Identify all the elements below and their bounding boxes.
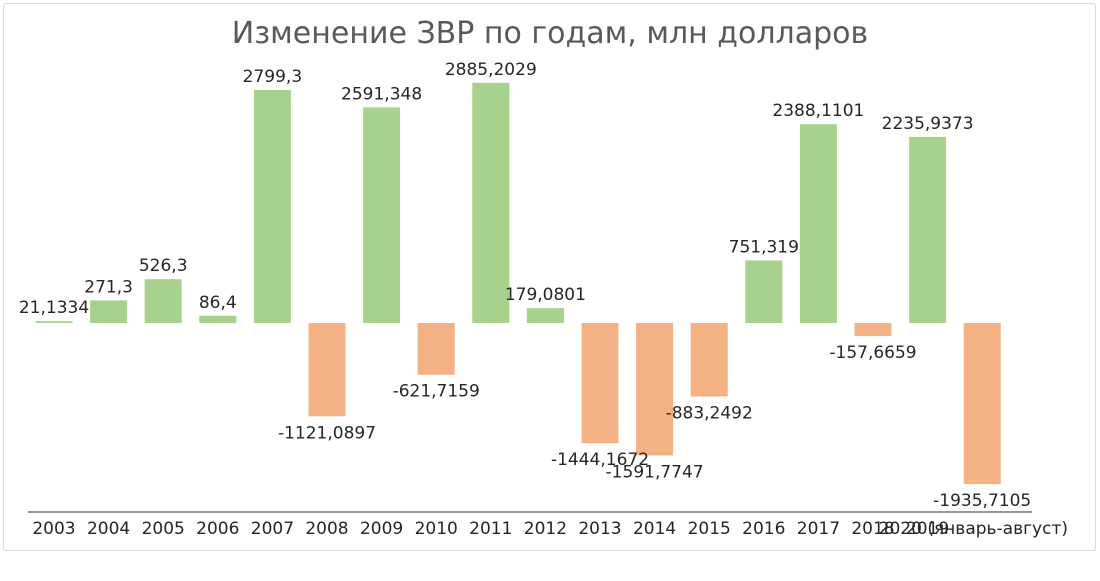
x-tick-label-2008: 2008: [305, 519, 348, 539]
x-tick-label-2009: 2009: [360, 519, 403, 539]
chart-frame: [3, 3, 1096, 551]
x-tick-label-2004: 2004: [87, 519, 130, 539]
bar-2007: [253, 90, 291, 323]
bar-2005: [144, 279, 182, 323]
x-tick-label-2015: 2015: [688, 519, 731, 539]
x-tick-label-2018: 2018: [851, 519, 894, 539]
data-label-2010: -621,7159: [393, 382, 480, 402]
data-label-2020: -1935,7105: [933, 491, 1031, 511]
bar-2008: [308, 323, 346, 417]
x-tick-labels-group: 2003 2004 2005 2006 2007 2008 2009 2010 2011 2012…: [32, 519, 1068, 539]
bar-2018: [854, 323, 892, 337]
x-tick-label-2007: 2007: [251, 519, 294, 539]
x-tick-label-2006: 2006: [196, 519, 239, 539]
data-label-2019: 2235,9373: [882, 114, 974, 134]
x-tick-label-2012: 2012: [524, 519, 567, 539]
data-label-2015: -883,2492: [666, 404, 753, 424]
x-tick-label-2017: 2017: [797, 519, 840, 539]
x-tick-label-2019: 2019: [906, 519, 949, 539]
chart-title: Изменение ЗВР по годам, млн долларов: [231, 16, 869, 51]
bar-2016: [745, 260, 783, 323]
bar-2012: [526, 308, 564, 323]
bars-group: [35, 82, 1001, 485]
x-tick-label-2005: 2005: [142, 519, 185, 539]
data-label-2017: 2388,1101: [772, 101, 864, 121]
data-label-2006: 86,4: [199, 293, 237, 313]
bar-2019: [909, 136, 947, 323]
x-tick-label-2016: 2016: [742, 519, 785, 539]
bar-2011: [472, 82, 510, 323]
bar-2013: [581, 323, 619, 444]
bar-2015: [690, 323, 728, 397]
bar-2006: [199, 315, 237, 323]
x-tick-label-2014: 2014: [633, 519, 676, 539]
bar-2003: [35, 321, 73, 323]
x-tick-label-2013: 2013: [578, 519, 621, 539]
x-tick-label-2003: 2003: [32, 519, 75, 539]
bar-2014: [636, 323, 674, 456]
data-label-2004: 271,3: [84, 277, 133, 297]
data-label-2014: -1591,7747: [606, 463, 704, 483]
x-tick-label-2010: 2010: [415, 519, 458, 539]
data-label-2008: -1121,0897: [278, 423, 376, 443]
data-label-2011: 2885,2029: [445, 60, 537, 80]
data-label-2007: 2799,3: [243, 67, 302, 87]
data-label-2009: 2591,348: [341, 84, 422, 104]
bar-2004: [90, 300, 128, 323]
data-label-2013: -1444,1672: [551, 450, 649, 470]
bar-2017: [799, 124, 837, 323]
data-label-2003: 21,1334: [19, 298, 89, 318]
data-label-2012: 179,0801: [505, 285, 586, 305]
data-label-2018: -157,6659: [829, 343, 916, 363]
bar-2010: [417, 323, 455, 375]
bar-2020: [963, 323, 1001, 485]
data-label-2016: 751,319: [729, 238, 799, 258]
data-label-2005: 526,3: [139, 256, 188, 276]
bar-2009: [363, 107, 401, 323]
x-tick-label-2011: 2011: [469, 519, 512, 539]
x-tick-label-2020: 2020 (январь-август): [879, 519, 1068, 539]
